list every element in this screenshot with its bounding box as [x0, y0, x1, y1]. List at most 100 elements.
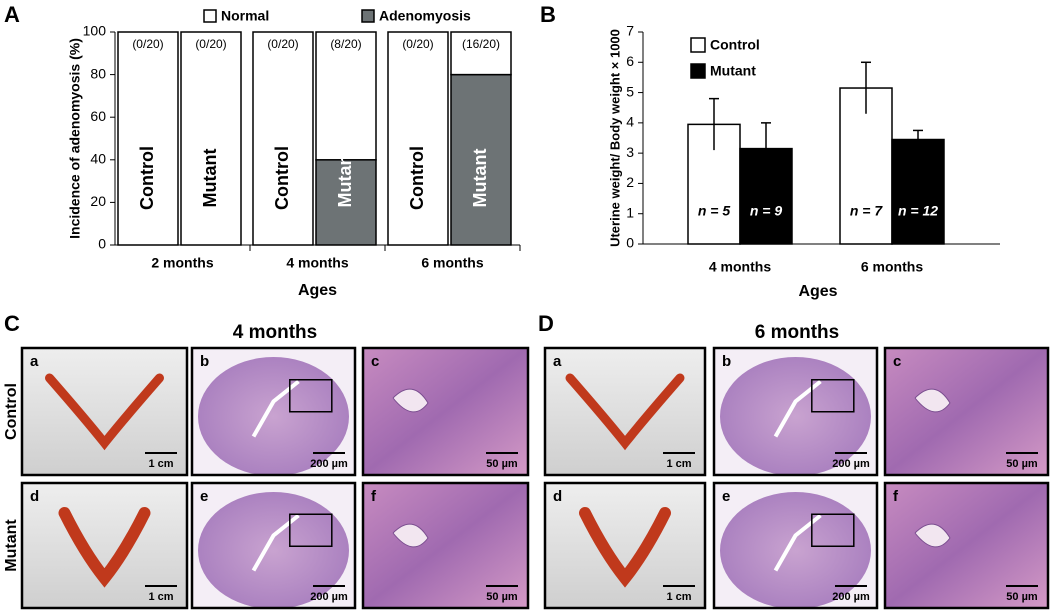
y-tick-label: 7	[626, 23, 634, 39]
y-axis-label: Incidence of adenomyosis (%)	[67, 38, 83, 239]
gland	[392, 523, 429, 548]
y-tick-label: 0	[98, 236, 106, 252]
legend-label: Mutant	[710, 63, 756, 79]
uterus-specimen	[565, 373, 685, 451]
group-label: 4 months	[286, 255, 348, 271]
photo	[545, 348, 705, 475]
photo	[22, 348, 187, 475]
y-tick-label: 60	[90, 108, 106, 124]
n-label: n = 9	[750, 203, 783, 219]
n-label: n = 5	[698, 203, 731, 219]
n-label: n = 7	[850, 203, 884, 219]
cell-letter: b	[200, 353, 209, 370]
tissue-section	[198, 357, 349, 476]
scale-label: 50 µm	[486, 591, 518, 603]
uterus-specimen	[579, 507, 671, 588]
tissue-section	[720, 357, 871, 476]
scale-label: 1 cm	[148, 458, 173, 470]
cell-letter: d	[30, 488, 39, 505]
n-label: n = 12	[898, 203, 938, 219]
gland	[914, 523, 951, 548]
cell-letter: a	[30, 353, 39, 370]
row-label: Control	[3, 383, 20, 440]
legend-swatch	[690, 63, 706, 79]
y-tick-label: 4	[626, 114, 634, 130]
panel-title: 6 months	[755, 322, 839, 343]
scale-label: 1 cm	[666, 458, 691, 470]
legend-swatch	[203, 9, 217, 23]
cell-frame	[712, 481, 879, 610]
scale-label: 50 µm	[486, 458, 518, 470]
y-tick-label: 2	[626, 174, 634, 190]
value-label: (0/20)	[132, 37, 163, 51]
group-label: 2 months	[151, 255, 213, 271]
bar-segment	[252, 31, 314, 246]
bar-segment	[180, 31, 242, 246]
gland	[914, 388, 951, 413]
cell-frame	[543, 346, 707, 477]
y-tick-label: 5	[626, 83, 634, 99]
uterus-specimen	[58, 507, 151, 588]
cell-frame	[20, 481, 189, 610]
zoom-box	[811, 379, 855, 413]
bar-category-label: Control	[137, 146, 157, 210]
legend-swatch	[690, 37, 706, 53]
scale-label: 50 µm	[1006, 591, 1038, 603]
cell-frame	[883, 346, 1050, 477]
y-tick-label: 1	[626, 204, 634, 220]
cell-frame	[361, 346, 530, 477]
bar-segment	[117, 31, 179, 246]
cell-frame	[883, 481, 1050, 610]
cell-frame	[361, 481, 530, 610]
cell-letter: a	[553, 353, 562, 370]
cell-frame	[543, 481, 707, 610]
panel-letter: D	[538, 311, 554, 336]
panel-letter: B	[540, 2, 556, 27]
scale-label: 200 µm	[310, 591, 348, 603]
cell-frame	[712, 346, 879, 477]
y-tick-label: 0	[626, 235, 634, 251]
value-label: (0/20)	[267, 37, 298, 51]
scale-label: 1 cm	[666, 591, 691, 603]
photo	[22, 483, 187, 608]
cell-letter: b	[722, 353, 731, 370]
y-tick-label: 20	[90, 193, 106, 209]
cell-frame	[190, 481, 357, 610]
cell-letter: e	[200, 488, 208, 505]
cell-letter: f	[893, 488, 899, 505]
bar-segment	[315, 31, 377, 161]
panel-letter: C	[4, 311, 20, 336]
scale-label: 200 µm	[832, 591, 870, 603]
bar-category-label: Mutant	[335, 149, 355, 208]
gland	[392, 388, 429, 413]
y-tick-label: 80	[90, 65, 106, 81]
tissue-section	[198, 492, 349, 609]
tissue-section	[720, 492, 871, 609]
cell-letter: c	[893, 353, 901, 370]
zoom-box	[811, 513, 855, 547]
x-axis-label: Ages	[298, 282, 337, 299]
bar-segment	[387, 31, 449, 246]
legend-label: Control	[710, 37, 760, 53]
photo	[885, 348, 1048, 475]
value-label: (0/20)	[402, 37, 433, 51]
bar-category-label: Mutant	[200, 149, 220, 208]
scale-label: 200 µm	[310, 458, 348, 470]
bar-segment	[315, 159, 377, 246]
value-label: (8/20)	[330, 37, 361, 51]
panel-title: 4 months	[233, 322, 317, 343]
photo	[363, 483, 528, 608]
group-label: 4 months	[709, 259, 771, 275]
photo	[545, 483, 705, 608]
zoom-box	[289, 379, 333, 413]
cell-frame	[190, 346, 357, 477]
group-label: 6 months	[861, 259, 923, 275]
y-tick-label: 6	[626, 53, 634, 69]
scale-label: 50 µm	[1006, 458, 1038, 470]
scale-label: 200 µm	[832, 458, 870, 470]
legend-label: Normal	[221, 8, 269, 24]
cell-letter: f	[371, 488, 377, 505]
y-tick-label: 40	[90, 151, 106, 167]
cell-frame	[20, 346, 189, 477]
